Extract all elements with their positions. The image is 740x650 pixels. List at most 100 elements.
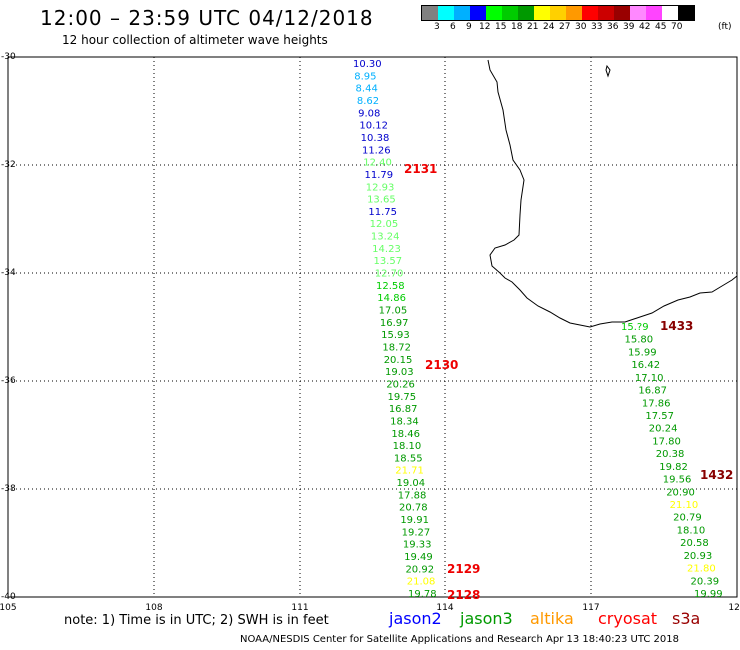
color-swatch: [678, 6, 694, 20]
wave-height-value: 19.56: [663, 475, 692, 486]
longitude-label: 105: [0, 603, 17, 613]
wave-height-value: 19.99: [694, 589, 723, 600]
wave-height-value: 16.87: [389, 404, 418, 415]
color-swatch: [614, 6, 630, 20]
grid-lines: [8, 57, 737, 597]
color-scale-label: 36: [607, 22, 619, 32]
island: [605, 64, 611, 78]
footnote: note: 1) Time is in UTC; 2) SWH is in fe…: [64, 613, 329, 628]
color-scale-label: 12: [479, 22, 491, 32]
color-swatch: [454, 6, 470, 20]
wave-height-value: 21.10: [670, 500, 699, 511]
wave-height-value: 20.26: [386, 379, 415, 390]
wave-height-value: 21.80: [687, 564, 716, 575]
wave-height-value: 18.10: [393, 441, 422, 452]
color-swatch: [438, 6, 454, 20]
wave-height-value: 12.05: [370, 219, 399, 230]
credit-line: NOAA/NESDIS Center for Satellite Applica…: [240, 634, 679, 645]
color-swatch: [470, 6, 486, 20]
wave-height-value: 18.46: [391, 429, 420, 440]
wave-height-value: 19.27: [402, 527, 431, 538]
wave-height-value: 19.91: [400, 515, 429, 526]
wave-height-value: 8.44: [356, 84, 378, 95]
wave-height-value: 19.49: [404, 552, 433, 563]
color-scale-labels: 3 6 9 12 15 18 21 24 27 30 33 36 39 42 45 70 (ft): [421, 22, 740, 36]
color-scale-label: 70: [671, 22, 683, 32]
wave-height-value: 11.26: [362, 145, 391, 156]
wave-height-value: 17.10: [635, 373, 664, 384]
wave-height-value: 17.80: [652, 436, 681, 447]
pass-time-label: 2131: [404, 162, 437, 176]
color-swatch: [598, 6, 614, 20]
color-swatch: [422, 6, 438, 20]
longitude-label: 111: [291, 603, 309, 613]
color-swatch: [534, 6, 550, 20]
wave-height-value: 19.33: [403, 540, 432, 551]
color-scale: [421, 5, 695, 21]
latitude-label: -32: [1, 160, 16, 170]
page-subtitle: 12 hour collection of altimeter wave hei…: [62, 33, 328, 47]
wave-height-value: 17.86: [642, 398, 671, 409]
color-scale-label: 21: [527, 22, 539, 32]
wave-height-value: 20.39: [691, 576, 720, 587]
color-swatch: [518, 6, 534, 20]
wave-height-value: 17.88: [398, 490, 427, 501]
color-swatch: [630, 6, 646, 20]
wave-height-value: 14.23: [372, 244, 401, 255]
wave-height-value: 16.87: [638, 386, 667, 397]
wave-height-value: 18.72: [382, 342, 411, 353]
legend-item-jason3: jason3: [460, 609, 513, 628]
map-frame: [7, 56, 738, 598]
pass-time-label: 2129: [447, 562, 480, 576]
color-scale-label: 45: [655, 22, 667, 32]
wave-height-value: 15.?9: [621, 322, 649, 333]
longitude-label: 114: [436, 603, 454, 613]
wave-height-value: 21.08: [407, 577, 436, 588]
color-scale-label: 30: [575, 22, 587, 32]
wave-height-value: 12.40: [363, 158, 392, 169]
color-swatch: [582, 6, 598, 20]
color-scale-label: 3: [434, 22, 440, 32]
wave-height-value: 20.24: [649, 424, 678, 435]
color-swatch: [566, 6, 582, 20]
wave-height-value: 19.78: [408, 589, 437, 600]
color-scale-label: 27: [559, 22, 571, 32]
color-swatch: [662, 6, 678, 20]
wave-height-value: 20.93: [684, 551, 713, 562]
wave-height-value: 12.93: [366, 182, 395, 193]
wave-height-value: 18.55: [394, 453, 423, 464]
legend-item-s3a: s3a: [672, 609, 701, 628]
color-swatch: [646, 6, 662, 20]
longitude-label: 108: [145, 603, 163, 613]
color-swatch: [502, 6, 518, 20]
wave-height-value: 15.99: [628, 347, 657, 358]
wave-height-value: 17.05: [379, 306, 408, 317]
wave-height-value: 10.30: [353, 59, 382, 70]
wave-height-value: 19.03: [385, 367, 414, 378]
wave-height-value: 20.79: [673, 513, 702, 524]
wave-height-value: 15.93: [381, 330, 410, 341]
wave-height-value: 17.57: [645, 411, 674, 422]
legend-item-cryosat: cryosat: [598, 609, 658, 628]
wave-height-value: 10.12: [359, 121, 388, 132]
coastline: [487, 59, 738, 328]
legend-item-altika: altika: [530, 609, 574, 628]
wave-height-value: 12.58: [376, 281, 405, 292]
wave-height-value: 20.15: [384, 355, 413, 366]
wave-height-value: 13.57: [373, 256, 402, 267]
color-scale-label: 15: [495, 22, 507, 32]
wave-height-value: 13.24: [371, 232, 400, 243]
wave-height-value: 19.75: [388, 392, 417, 403]
latitude-label: -30: [1, 52, 16, 62]
wave-height-value: 10.38: [361, 133, 390, 144]
longitude-label: 120: [728, 603, 740, 613]
pass-time-label: 2128: [447, 588, 480, 602]
wave-height-value: 21.71: [395, 466, 424, 477]
wave-height-value: 15.80: [624, 335, 653, 346]
wave-height-value: 19.82: [659, 462, 688, 473]
wave-height-value: 18.34: [390, 416, 419, 427]
wave-height-value: 18.10: [677, 525, 706, 536]
color-scale-label: 24: [543, 22, 555, 32]
color-scale-label: 39: [623, 22, 635, 32]
